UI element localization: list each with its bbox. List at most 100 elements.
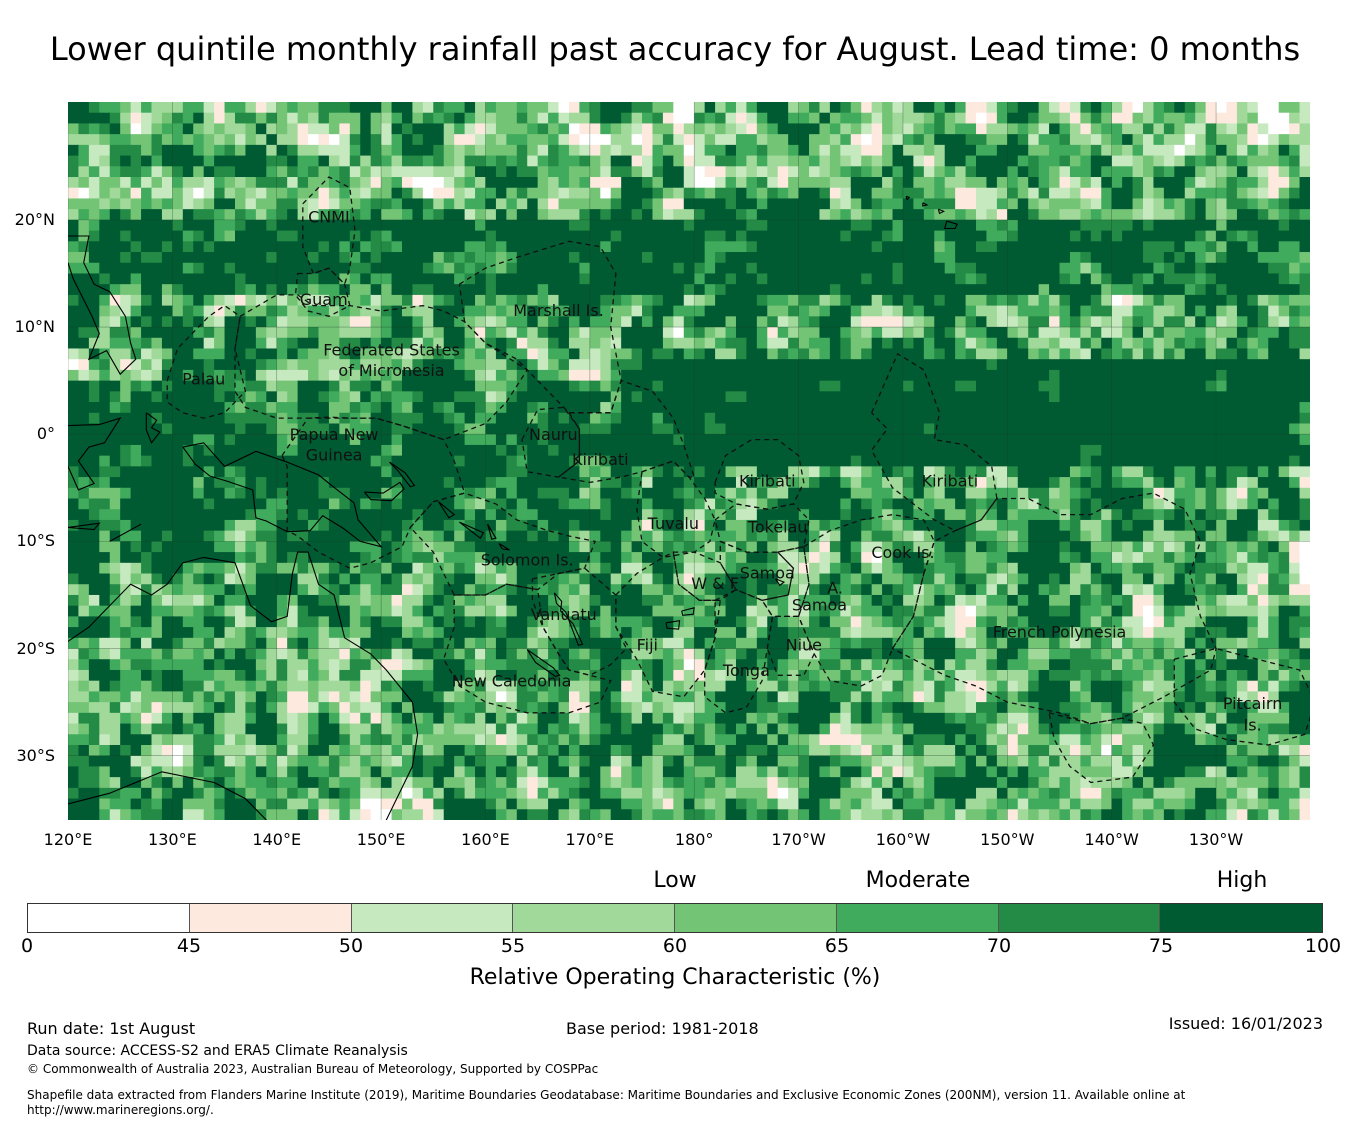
roc-cell	[746, 477, 758, 489]
roc-cell	[475, 391, 487, 403]
roc-cell	[788, 412, 800, 425]
roc-cell	[1122, 219, 1134, 232]
roc-cell	[1299, 359, 1310, 371]
roc-cell	[255, 444, 267, 457]
roc-cell	[422, 359, 434, 371]
roc-cell	[1299, 198, 1310, 210]
roc-cell	[1017, 348, 1029, 360]
roc-cell	[360, 187, 372, 200]
roc-cell	[965, 155, 977, 167]
roc-cell	[443, 519, 455, 532]
roc-cell	[516, 241, 528, 253]
roc-cell	[923, 477, 935, 489]
roc-cell	[1174, 134, 1186, 146]
roc-cell	[485, 177, 497, 189]
roc-cell	[527, 209, 539, 221]
roc-cell	[1038, 530, 1050, 542]
roc-cell	[1132, 166, 1144, 178]
roc-cell	[642, 487, 654, 500]
roc-cell	[829, 316, 841, 328]
roc-cell	[433, 327, 445, 339]
roc-cell	[652, 477, 664, 489]
roc-cell	[433, 177, 445, 189]
roc-cell	[840, 487, 852, 500]
roc-cell	[809, 241, 821, 253]
roc-cell	[610, 519, 622, 532]
roc-cell	[934, 369, 946, 382]
roc-cell	[381, 391, 393, 403]
roc-cell	[662, 187, 674, 200]
roc-cell	[777, 519, 789, 532]
roc-cell	[308, 530, 320, 542]
roc-cell	[1163, 198, 1175, 210]
roc-cell	[1080, 134, 1092, 146]
roc-cell	[1059, 391, 1071, 403]
roc-cell	[99, 241, 111, 253]
roc-cell	[673, 402, 685, 414]
roc-cell	[558, 284, 570, 296]
roc-cell	[725, 219, 737, 232]
roc-cell	[454, 412, 466, 425]
roc-cell	[600, 273, 612, 285]
roc-cell	[464, 444, 476, 457]
roc-cell	[1184, 284, 1196, 296]
roc-cell	[433, 519, 445, 532]
roc-cell	[829, 273, 841, 285]
roc-cell	[756, 198, 768, 210]
roc-cell	[1205, 380, 1217, 392]
roc-cell	[662, 134, 674, 146]
roc-cell	[391, 123, 403, 135]
roc-cell	[725, 273, 737, 285]
roc-cell	[548, 380, 560, 392]
roc-cell	[412, 230, 424, 242]
roc-cell	[746, 187, 758, 200]
roc-cell	[1299, 284, 1310, 296]
roc-cell	[746, 134, 758, 146]
roc-cell	[120, 112, 132, 125]
roc-cell	[746, 241, 758, 253]
roc-cell	[829, 530, 841, 542]
roc-cell	[725, 144, 737, 157]
roc-cell	[1090, 369, 1102, 382]
roc-cell	[600, 294, 612, 307]
roc-cell	[600, 219, 612, 232]
roc-cell	[1257, 294, 1269, 307]
roc-cell	[694, 509, 706, 521]
roc-cell	[850, 391, 862, 403]
roc-cell	[88, 241, 100, 253]
roc-cell	[141, 187, 153, 200]
roc-cell	[1101, 155, 1113, 167]
roc-cell	[78, 541, 90, 553]
roc-cell	[214, 294, 226, 307]
roc-cell	[537, 219, 549, 232]
roc-cell	[1111, 230, 1123, 242]
roc-cell	[537, 102, 549, 114]
roc-cell	[1195, 112, 1207, 125]
roc-cell	[1216, 337, 1228, 350]
roc-cell	[735, 262, 748, 275]
roc-cell	[767, 327, 779, 339]
roc-cell	[1038, 262, 1050, 275]
roc-cell	[182, 487, 194, 500]
roc-cell	[996, 112, 1008, 125]
roc-cell	[1122, 123, 1134, 135]
roc-cell	[297, 144, 309, 157]
roc-cell	[1028, 530, 1040, 542]
roc-cell	[715, 155, 727, 167]
roc-cell	[182, 402, 194, 414]
roc-cell	[193, 327, 205, 339]
roc-cell	[161, 444, 173, 457]
roc-cell	[558, 102, 570, 114]
roc-cell	[1299, 219, 1310, 232]
roc-cell	[579, 284, 591, 296]
roc-cell	[266, 444, 278, 457]
roc-cell	[475, 434, 487, 446]
roc-cell	[454, 155, 466, 167]
roc-cell	[328, 466, 340, 478]
roc-cell	[934, 112, 946, 125]
roc-cell	[798, 487, 810, 500]
roc-cell	[475, 144, 487, 157]
roc-cell	[840, 391, 852, 403]
roc-cell	[1132, 294, 1144, 307]
roc-cell	[902, 294, 914, 307]
